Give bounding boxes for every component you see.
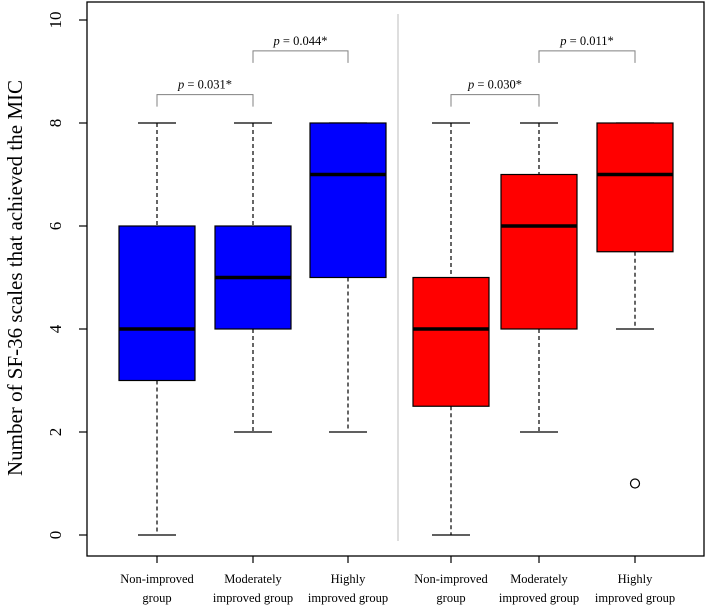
significance-0-p-symbol: p [177, 78, 184, 92]
box-right-1-label-line-0: Moderately [510, 572, 568, 586]
box-right-1-iqr [500, 173, 578, 330]
significance-3-bracket [538, 50, 636, 63]
significance-0-label: p = 0.031* [177, 78, 232, 92]
box-right-0-label-line-1: group [436, 591, 465, 605]
significance-2-bracket [450, 94, 540, 107]
y-tick-label-10: 10 [46, 12, 65, 29]
significance-1-label: p = 0.044* [273, 34, 328, 48]
plot-frame [86, 1, 705, 557]
y-tick-label-2: 2 [46, 428, 65, 437]
y-tick-label-4: 4 [46, 324, 65, 333]
box-left-2-label-line-0: Highly [331, 572, 366, 586]
y-tick-label-8: 8 [46, 119, 65, 128]
y-tick-label-0: 0 [46, 531, 65, 540]
significance-2-label: p = 0.030* [467, 78, 522, 92]
significance-0-bracket [156, 94, 254, 107]
box-left-2-iqr [309, 122, 387, 279]
significance-1-p-value: = 0.044* [280, 34, 328, 48]
significance-3-label: p = 0.011* [559, 34, 613, 48]
box-right-2-iqr [596, 122, 674, 253]
box-right-2-label-line-1: improved group [595, 591, 675, 605]
significance-3-p-symbol: p [559, 34, 566, 48]
significance-2-p-value: = 0.030* [474, 78, 522, 92]
box-left-2-label-line-1: improved group [308, 591, 388, 605]
box-left-0-label-line-0: Non-improved [120, 572, 194, 586]
significance-1-bracket [252, 50, 349, 63]
significance-2-p-symbol: p [467, 78, 474, 92]
significance-1-p-symbol: p [273, 34, 280, 48]
significance-3-p-value: = 0.011* [567, 34, 614, 48]
box-left-1-label-line-0: Moderately [224, 572, 282, 586]
box-right-1-label-line-1: improved group [499, 591, 579, 605]
box-left-0-label-line-1: group [142, 591, 171, 605]
box-right-2-outlier-0 [629, 478, 641, 489]
box-left-1-label-line-1: improved group [213, 591, 293, 605]
y-tick-label-6: 6 [46, 222, 65, 231]
box-right-0-iqr [412, 276, 490, 407]
box-left-0-iqr [118, 225, 196, 382]
y-axis-label: Number of SF-36 scales that achieved the… [3, 80, 27, 476]
box-right-2-label-line-0: Highly [618, 572, 653, 586]
box-right-0-label-line-0: Non-improved [414, 572, 488, 586]
significance-0-p-value: = 0.031* [184, 78, 232, 92]
